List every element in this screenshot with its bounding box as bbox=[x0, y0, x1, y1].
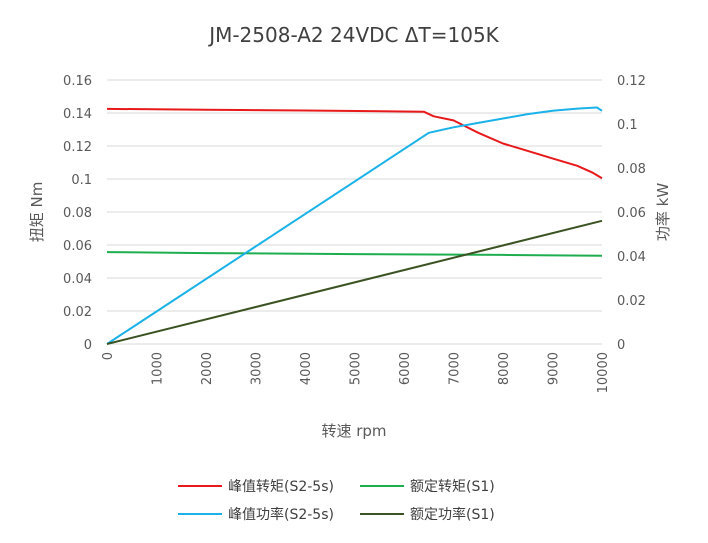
x-axis-label: 转速 rpm bbox=[321, 422, 386, 440]
legend-label: 峰值转矩(S2-5s) bbox=[228, 479, 334, 495]
y-left-tick-label: 0 bbox=[84, 338, 92, 353]
chart-title: JM-2508-A2 24VDC ΔT=105K bbox=[207, 23, 499, 47]
legend-item-3: 峰值功率(S2-5s) bbox=[178, 506, 334, 523]
legend-label: 额定转矩(S1) bbox=[410, 479, 495, 495]
y-left-tick-label: 0.08 bbox=[63, 206, 92, 221]
x-tick-labels: 0 1000 2000 3000 4000 5000 6000 7000 8000 9000 100… bbox=[101, 352, 611, 393]
legend-label: 额定功率(S1) bbox=[410, 506, 495, 523]
legend-item-2: 额定转矩(S1) bbox=[360, 479, 495, 495]
y-right-tick-label: 0.06 bbox=[617, 206, 646, 221]
y-left-tick-label: 0.04 bbox=[63, 272, 92, 287]
y-left-tick-label: 0.06 bbox=[63, 239, 92, 254]
series-line-2 bbox=[106, 251, 603, 257]
y-right-tick-label: 0 bbox=[617, 338, 625, 353]
y-left-tick-label: 0.12 bbox=[63, 140, 92, 155]
series-line-1 bbox=[106, 107, 603, 180]
y-right-tick-label: 0.12 bbox=[617, 74, 646, 89]
legend-label: 峰值功率(S2-5s) bbox=[228, 506, 334, 523]
y-axis-left-label: 扭矩 Nm bbox=[28, 182, 46, 243]
series-line-4 bbox=[106, 219, 603, 345]
series-line-3 bbox=[106, 106, 603, 345]
x-tick-label: 5000 bbox=[349, 352, 364, 385]
x-tick-label: 9000 bbox=[547, 352, 562, 385]
y-left-tick-label: 0.16 bbox=[63, 74, 92, 89]
series-lines bbox=[106, 106, 603, 345]
x-tick-label: 4000 bbox=[299, 352, 314, 385]
x-tick-label: 3000 bbox=[250, 352, 265, 385]
y-right-tick-label: 0.08 bbox=[617, 162, 646, 177]
x-tick-label: 8000 bbox=[497, 352, 512, 385]
x-tick-label: 2000 bbox=[200, 352, 215, 385]
grid-lines bbox=[107, 79, 602, 345]
y-left-tick-labels: 0 0.02 0.04 0.06 0.08 0.1 0.12 0.14 0.16 bbox=[63, 74, 92, 353]
y-axis-right-label: 功率 kW bbox=[654, 183, 672, 241]
legend: 峰值转矩(S2-5s) 额定转矩(S1) 峰值功率(S2-5s) 额定功率(S1) bbox=[178, 479, 495, 523]
y-right-tick-label: 0.04 bbox=[617, 250, 646, 265]
y-left-tick-label: 0.1 bbox=[71, 173, 92, 188]
y-right-tick-labels: 0 0.02 0.04 0.06 0.08 0.1 0.12 bbox=[617, 74, 646, 353]
x-tick-label: 0 bbox=[101, 352, 116, 360]
x-tick-label: 7000 bbox=[448, 352, 463, 385]
x-tick-label: 6000 bbox=[398, 352, 413, 385]
legend-item-1: 峰值转矩(S2-5s) bbox=[178, 479, 334, 495]
legend-item-4: 额定功率(S1) bbox=[360, 506, 495, 523]
y-left-tick-label: 0.14 bbox=[63, 107, 92, 122]
y-left-tick-label: 0.02 bbox=[63, 305, 92, 320]
y-right-tick-label: 0.02 bbox=[617, 294, 646, 309]
y-right-tick-label: 0.1 bbox=[617, 118, 638, 133]
x-tick-label: 1000 bbox=[151, 352, 166, 385]
x-tick-label: 10000 bbox=[596, 352, 611, 393]
